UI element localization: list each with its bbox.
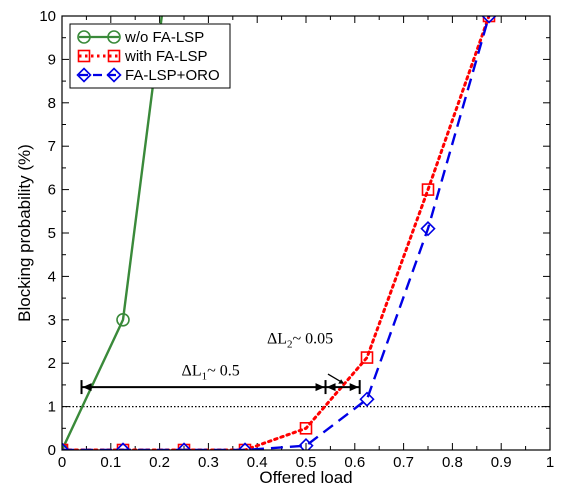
data-point-with-fa-lsp — [360, 351, 374, 364]
x-axis-title: Offered load — [259, 468, 352, 487]
y-tick-label: 2 — [48, 355, 56, 372]
series-line-without-fa-lsp — [62, 16, 164, 450]
y-tick-label: 7 — [48, 138, 56, 155]
legend-marker — [107, 30, 121, 44]
x-tick-label: 0.1 — [100, 454, 121, 471]
data-point-fa-lsp-oro — [359, 391, 375, 407]
x-tick-label: 0.4 — [247, 454, 268, 471]
y-tick-labels: 0 1 2 3 4 5 6 7 8 9 10 — [39, 8, 56, 459]
x-tick-label: 0.8 — [442, 454, 463, 471]
series-fa-lsp-oro — [62, 16, 497, 450]
y-tick-label: 8 — [48, 95, 56, 112]
y-axis-title: Blocking probability (%) — [15, 144, 34, 322]
delta-l2-arrow — [325, 373, 361, 395]
data-point-with-fa-lsp — [421, 183, 435, 196]
y-tick-label: 4 — [48, 268, 56, 285]
arrowhead — [326, 383, 336, 392]
arrowhead — [349, 383, 359, 392]
x-tick-label: 0.3 — [198, 454, 219, 471]
plot-frame — [61, 15, 551, 451]
y-tick-label: 3 — [48, 312, 56, 329]
annotations-layer: ΔL1~ 0.5 ΔL2~ 0.05 — [80, 331, 361, 395]
series-layer — [62, 16, 497, 450]
series-line-with-fa-lsp — [62, 16, 491, 450]
legend-marker — [77, 30, 91, 44]
y-tick-label: 0 — [48, 442, 56, 459]
y-tick-label: 6 — [48, 182, 56, 199]
legend-box — [69, 23, 231, 89]
series-without-fa-lsp — [62, 16, 164, 450]
arrowhead — [82, 383, 92, 392]
legend-entry-fa-lsp-oro: FA-LSP+ORO — [76, 67, 220, 84]
delta-l1-label: ΔL1~ 0.5 — [182, 362, 240, 382]
series-line-fa-lsp-oro — [62, 16, 491, 450]
x-tick-labels: 0 0.1 0.2 0.3 0.4 0.5 0.6 0.7 0.8 0.9 1 — [58, 454, 554, 471]
arrowhead — [315, 383, 325, 392]
legend-entry-with-fa-lsp: with FA-LSP — [77, 48, 208, 65]
legend-marker — [106, 67, 122, 83]
data-point-fa-lsp-oro — [62, 442, 70, 450]
x-tick-label: 0.9 — [491, 454, 512, 471]
x-tick-label: 0.2 — [149, 454, 170, 471]
data-point-fa-lsp-oro — [237, 442, 253, 450]
data-point-fa-lsp-oro — [420, 221, 436, 237]
delta-l2-label: ΔL2~ 0.05 — [267, 331, 333, 351]
x-tick-label: 0 — [58, 454, 66, 471]
y-tick-label: 10 — [39, 8, 56, 25]
legend-marker — [107, 49, 121, 63]
data-point-without-fa-lsp — [116, 312, 130, 327]
legend-label: with FA-LSP — [124, 48, 208, 65]
delta-l1-arrow — [80, 380, 327, 395]
legend-entry-without-fa-lsp: w/o FA-LSP — [77, 29, 204, 46]
y-tick-label: 5 — [48, 225, 56, 242]
x-tick-label: 0.6 — [344, 454, 365, 471]
data-point-fa-lsp-oro — [176, 442, 192, 450]
x-tick-label: 0.5 — [296, 454, 317, 471]
legend-label: w/o FA-LSP — [124, 29, 204, 46]
x-tick-label: 0.7 — [393, 454, 414, 471]
data-point-fa-lsp-oro — [481, 16, 497, 24]
data-point-with-fa-lsp — [299, 421, 313, 435]
y-tick-label: 9 — [48, 51, 56, 68]
y-tick-label: 1 — [48, 399, 56, 416]
legend: w/o FA-LSP with FA-LSP FA-LSP+ORO — [69, 23, 231, 89]
legend-marker — [77, 49, 91, 63]
x-tick-label: 1 — [546, 454, 554, 471]
data-point-fa-lsp-oro — [298, 438, 314, 450]
legend-marker — [76, 67, 92, 83]
data-point-fa-lsp-oro — [115, 442, 131, 450]
delta-l2-pointer-head — [338, 379, 345, 384]
legend-label: FA-LSP+ORO — [125, 67, 220, 84]
